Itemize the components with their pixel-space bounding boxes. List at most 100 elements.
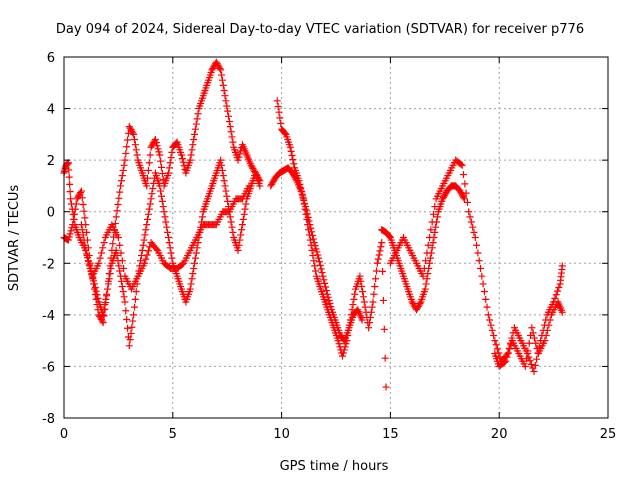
- data-point: [144, 174, 152, 182]
- data-point: [228, 133, 236, 141]
- data-point: [157, 192, 165, 200]
- data-point: [218, 161, 226, 169]
- data-point: [66, 230, 74, 238]
- y-tick-label: -8: [42, 412, 55, 427]
- data-point: [366, 313, 374, 321]
- data-point: [168, 254, 176, 262]
- data-point: [238, 221, 246, 229]
- data-point: [375, 251, 383, 259]
- data-point: [153, 142, 161, 150]
- data-point: [351, 290, 359, 298]
- data-point: [340, 346, 348, 354]
- data-point: [277, 120, 285, 128]
- data-point: [140, 236, 148, 244]
- data-point: [228, 223, 236, 231]
- data-point: [426, 259, 434, 267]
- data-point: [531, 361, 539, 369]
- x-tick-label: 5: [169, 427, 177, 442]
- data-point: [486, 316, 494, 324]
- data-point: [83, 252, 91, 260]
- data-point: [155, 148, 163, 156]
- data-point: [119, 288, 127, 296]
- data-point: [532, 339, 540, 347]
- data-point: [118, 282, 126, 290]
- data-point: [137, 257, 145, 265]
- data-point: [467, 218, 475, 226]
- data-point: [143, 221, 151, 229]
- data-point: [156, 182, 164, 190]
- data-point: [131, 303, 139, 311]
- data-point: [91, 290, 99, 298]
- data-point: [310, 257, 318, 265]
- data-point: [274, 103, 282, 111]
- data-point: [308, 246, 316, 254]
- data-point: [145, 205, 153, 213]
- data-point: [506, 345, 514, 353]
- data-point: [469, 223, 477, 231]
- data-point: [432, 223, 440, 231]
- data-point: [461, 180, 469, 188]
- data-point: [483, 303, 491, 311]
- data-point: [374, 255, 382, 263]
- data-point: [423, 275, 431, 283]
- data-point: [298, 190, 306, 198]
- data-point: [479, 280, 487, 288]
- data-point: [225, 112, 233, 120]
- data-point: [312, 267, 320, 275]
- y-axis-label: SDTVAR / TECUs: [7, 185, 22, 292]
- series-track-f: [378, 182, 468, 314]
- data-point: [490, 331, 498, 339]
- data-point: [545, 321, 553, 329]
- data-point: [238, 226, 246, 234]
- data-point: [144, 215, 152, 223]
- data-point: [142, 255, 150, 263]
- data-point: [66, 180, 74, 188]
- data-point: [297, 187, 305, 195]
- plot-frame: [63, 56, 609, 419]
- data-point: [462, 189, 470, 197]
- data-point: [239, 215, 247, 223]
- data-point: [307, 224, 315, 232]
- data-point: [151, 136, 159, 144]
- series-track-b: [60, 156, 264, 350]
- data-point: [117, 177, 125, 185]
- data-point: [124, 136, 132, 144]
- data-point: [234, 156, 242, 164]
- data-point: [100, 312, 108, 320]
- data-point: [118, 257, 126, 265]
- data-point: [341, 343, 349, 351]
- data-point: [132, 146, 140, 154]
- data-point: [121, 156, 129, 164]
- data-point: [475, 257, 483, 265]
- data-point: [554, 287, 562, 295]
- series-track-c: [77, 182, 253, 293]
- data-point: [131, 295, 139, 303]
- data-point: [317, 265, 325, 273]
- data-point: [221, 182, 229, 190]
- data-point: [422, 257, 430, 265]
- data-point: [178, 151, 186, 159]
- data-point: [186, 285, 194, 293]
- data-point: [491, 337, 499, 345]
- data-point: [275, 108, 283, 116]
- data-point: [65, 233, 73, 241]
- data-point: [312, 245, 320, 253]
- data-point: [237, 231, 245, 239]
- data-point: [67, 227, 75, 235]
- data-point: [521, 362, 529, 370]
- data-point: [428, 244, 436, 252]
- data-point: [101, 305, 109, 313]
- data-point: [222, 97, 230, 105]
- data-point: [143, 251, 151, 259]
- data-point: [190, 136, 198, 144]
- data-point: [245, 182, 253, 190]
- data-point: [533, 355, 541, 363]
- data-point: [187, 151, 195, 159]
- data-point: [552, 291, 560, 299]
- data-point: [129, 317, 137, 325]
- data-point: [223, 102, 231, 110]
- data-point: [325, 296, 333, 304]
- data-point: [365, 324, 373, 332]
- data-point: [240, 210, 248, 218]
